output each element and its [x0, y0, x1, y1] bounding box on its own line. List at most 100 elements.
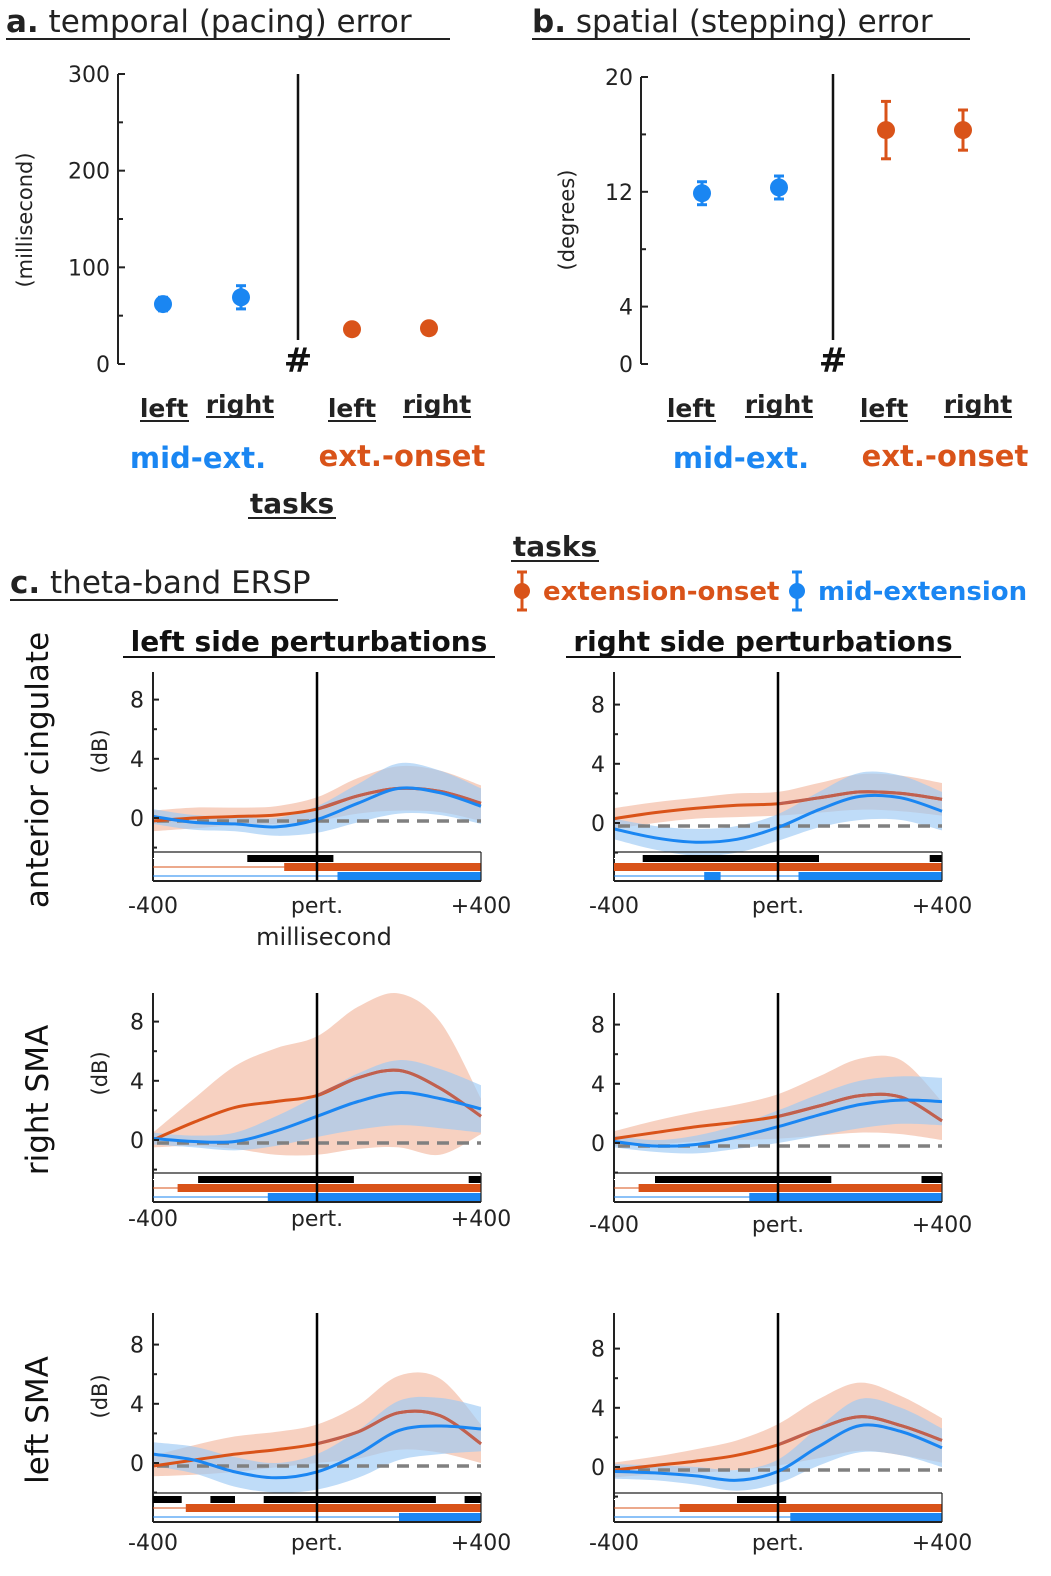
data-point	[154, 295, 172, 314]
panel-b-hash: #	[819, 341, 848, 381]
marker	[693, 184, 711, 203]
marker	[154, 295, 172, 314]
data-point	[420, 319, 438, 338]
y-tick-label: 8	[130, 1011, 144, 1036]
sig-bar	[638, 1184, 942, 1192]
sig-bar	[798, 872, 942, 880]
y-tick-label: 0	[130, 1129, 144, 1154]
x-tick-label: -400	[128, 894, 178, 919]
marker	[343, 320, 361, 339]
sig-bar	[790, 1513, 942, 1521]
data-point	[954, 108, 972, 152]
ersp-panel: 8 4 0 (dB) -400 pert. +400	[88, 672, 511, 919]
ersp-panel: 8 4 0 -400 pert. +400	[589, 1313, 972, 1556]
cat-label: right	[403, 390, 472, 419]
y-axis-label: (dB)	[88, 729, 112, 773]
y-tick-label: 4	[619, 296, 633, 321]
sig-bar	[337, 872, 481, 880]
x-tick-label: +400	[912, 1531, 972, 1556]
marker	[420, 319, 438, 338]
marker	[954, 121, 972, 140]
sig-bar	[399, 1513, 481, 1521]
data-point	[693, 180, 711, 207]
y-tick-label: 4	[130, 748, 144, 773]
x-tick-label: pert.	[291, 1531, 343, 1556]
legend-mid-extension: mid-extension	[789, 570, 1027, 612]
y-tick-label: 4	[591, 753, 605, 778]
panel-b-categories: left right left right	[667, 390, 1012, 423]
marker	[770, 178, 788, 197]
x-tick-label: +400	[451, 894, 511, 919]
sig-bar	[704, 872, 721, 880]
panel-b: b. spatial (stepping) error (degrees) 20…	[532, 4, 1028, 475]
y-tick-label: 0	[130, 807, 144, 832]
panel-a-ylabel: (millisecond)	[13, 152, 37, 287]
sig-bar	[679, 1504, 942, 1512]
y-tick-label: 8	[130, 1334, 144, 1359]
sig-bar	[737, 1496, 787, 1503]
y-tick-label: 8	[591, 1014, 605, 1039]
panel-b-title: b. spatial (stepping) error	[532, 4, 933, 40]
confidence-band	[614, 1398, 942, 1491]
column-header-left: left side perturbations	[131, 625, 488, 658]
x-tick-label: +400	[912, 1213, 972, 1238]
x-tick-label: -400	[589, 894, 639, 919]
sig-bar	[655, 1176, 832, 1183]
x-tick-label: +400	[912, 894, 972, 919]
panel-a-title-text: temporal (pacing) error	[39, 4, 412, 40]
mean-line-post	[777, 1415, 943, 1447]
sig-bar	[267, 1193, 481, 1201]
group-label-mid-ext: mid-ext.	[673, 441, 809, 475]
ersp-panel: 8 4 0 (dB) -400 pert. +400	[88, 1313, 511, 1556]
legend-marker-icon	[789, 583, 805, 599]
legend-title: tasks	[513, 530, 597, 563]
y-tick-label: 4	[130, 1070, 144, 1095]
panel-b-ylabel: (degrees)	[555, 170, 579, 271]
panel-b-points	[693, 99, 972, 207]
y-tick-label: 300	[68, 63, 110, 88]
y-tick-label: 0	[619, 353, 633, 378]
panel-a-hash: #	[284, 341, 313, 381]
y-tick-label: 0	[591, 1456, 605, 1481]
group-label-mid-ext: mid-ext.	[130, 441, 266, 475]
y-tick-label: 0	[130, 1452, 144, 1477]
panel-a-title: a. temporal (pacing) error	[6, 4, 412, 40]
panel-c-header: tasks extension-onset mid-extension c. t…	[10, 530, 1027, 658]
panel-c-title: c. theta-band ERSP	[10, 565, 311, 601]
panel-a-xlabel: tasks	[250, 487, 334, 520]
y-tick-label: 8	[591, 1338, 605, 1363]
data-point	[232, 284, 250, 311]
x-tick-label: pert.	[291, 1207, 343, 1232]
sig-bar	[185, 1504, 482, 1512]
panel-a: a. temporal (pacing) error (millisecond)…	[6, 4, 485, 520]
ersp-panel: 8 4 0 (dB) -400 pert. +400	[88, 993, 511, 1232]
sig-bar	[284, 863, 481, 871]
row-label-right-sma: right SMA	[20, 1025, 56, 1175]
y-tick-label: 0	[591, 812, 605, 837]
sig-bar	[247, 855, 334, 862]
cat-label: right	[206, 390, 275, 419]
cat-label: left	[328, 394, 376, 423]
sig-bar	[464, 1496, 481, 1503]
ersp-xlabel: millisecond	[256, 923, 392, 951]
legend-marker-icon	[514, 583, 530, 599]
cat-label: left	[140, 394, 188, 423]
y-tick-label: 8	[591, 694, 605, 719]
y-axis-label: (dB)	[88, 1374, 112, 1418]
sig-bar	[749, 1193, 942, 1201]
x-tick-label: -400	[589, 1531, 639, 1556]
row-label-anterior-cingulate: anterior cingulate	[20, 632, 56, 908]
mean-line-post	[777, 790, 943, 806]
legend-label: extension-onset	[543, 577, 779, 607]
group-label-ext-onset: ext.-onset	[862, 439, 1029, 473]
y-tick-label: 100	[68, 256, 110, 281]
panel-b-letter: b.	[532, 4, 566, 40]
cat-label: right	[944, 390, 1013, 419]
x-tick-label: -400	[589, 1213, 639, 1238]
mean-line-post	[316, 1409, 482, 1446]
y-tick-label: 0	[591, 1132, 605, 1157]
y-tick-label: 4	[130, 1393, 144, 1418]
marker	[232, 288, 250, 307]
x-tick-label: -400	[128, 1207, 178, 1232]
